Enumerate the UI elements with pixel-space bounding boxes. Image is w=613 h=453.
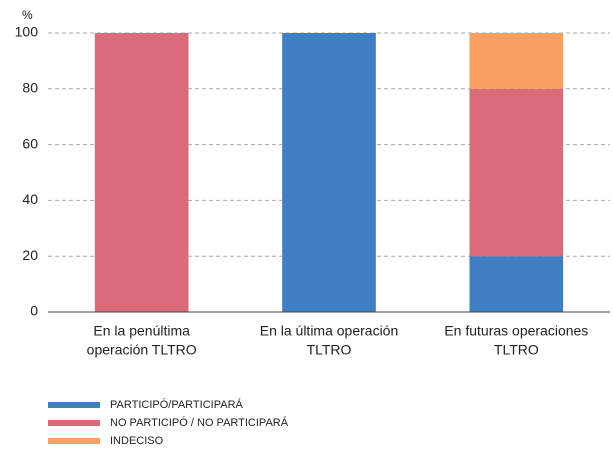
- legend-swatch: [48, 420, 100, 426]
- x-tick-label: operación TLTRO: [87, 342, 197, 358]
- legend-label: INDECISO: [110, 435, 164, 447]
- y-tick-label: 20: [22, 247, 38, 263]
- y-tick-label: 60: [22, 135, 38, 151]
- legend-swatch: [48, 402, 100, 408]
- x-tick-label: En la última operación: [260, 323, 399, 339]
- legend-label: NO PARTICIPÓ / NO PARTICIPARÁ: [110, 416, 289, 429]
- bar-segment: [282, 33, 376, 312]
- bar-segment: [469, 88, 564, 257]
- y-tick-label: 80: [22, 80, 38, 96]
- bar-segment: [469, 256, 564, 312]
- y-tick-label: 100: [15, 24, 39, 40]
- x-tick-label: TLTRO: [494, 342, 539, 358]
- bar-segment: [469, 33, 564, 89]
- y-tick-label: 40: [22, 191, 38, 207]
- x-tick-label: En futuras operaciones: [444, 323, 588, 339]
- y-tick-label: 0: [30, 303, 38, 319]
- x-tick-label: TLTRO: [307, 342, 352, 358]
- legend-label: PARTICIPÓ/PARTICIPARÁ: [110, 398, 244, 411]
- legend-swatch: [48, 438, 100, 444]
- x-tick-label: En la penúltima: [93, 323, 190, 339]
- bar-segment: [94, 33, 189, 312]
- y-unit: %: [22, 8, 33, 22]
